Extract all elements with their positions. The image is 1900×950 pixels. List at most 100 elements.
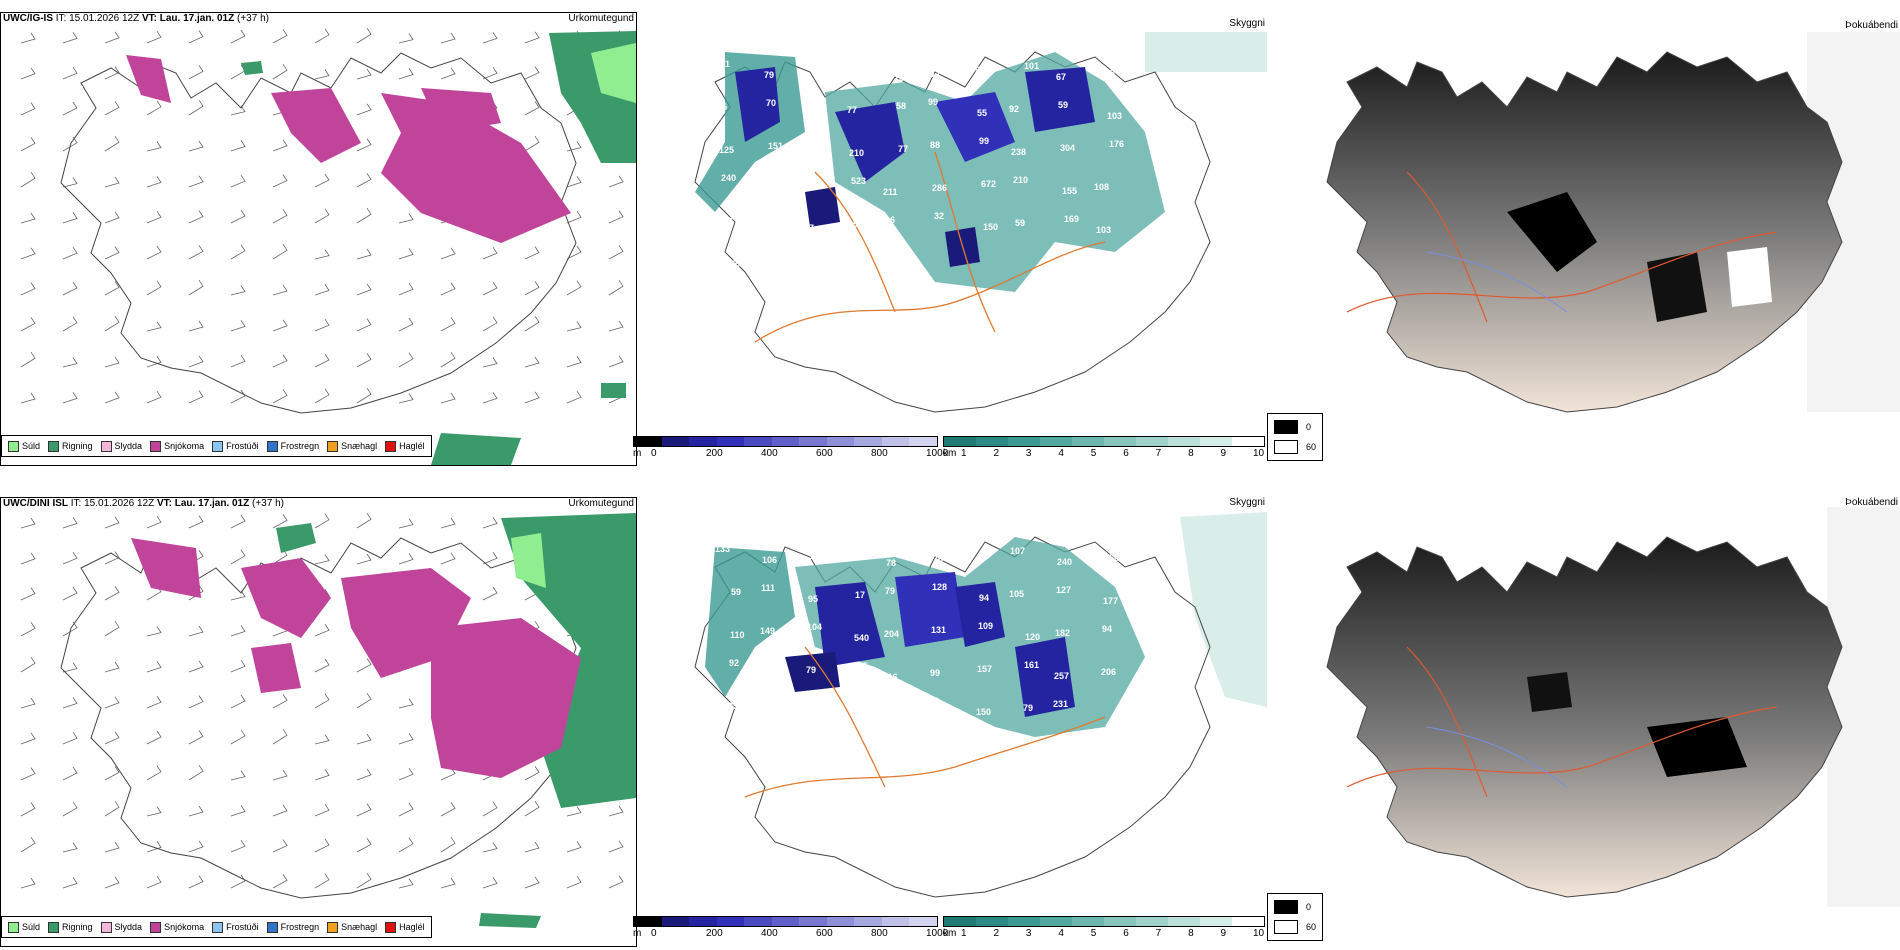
wind-barb bbox=[230, 590, 246, 601]
cloud-base-label: 88 bbox=[930, 140, 940, 150]
wind-barb bbox=[524, 31, 540, 44]
wind-barb bbox=[566, 356, 582, 368]
wind-barb bbox=[524, 135, 540, 152]
cloud-base-label: 103 bbox=[1096, 225, 1111, 235]
colorbar-segment bbox=[1040, 437, 1072, 446]
wind-barb bbox=[104, 586, 120, 601]
wind-barb bbox=[566, 176, 582, 188]
wind-barb bbox=[188, 355, 204, 368]
wind-barb bbox=[398, 317, 414, 332]
colorbar-segment bbox=[716, 917, 745, 926]
cloud-base-label: 672 bbox=[981, 179, 996, 189]
wind-barb bbox=[398, 518, 414, 529]
wind-barb bbox=[146, 210, 162, 224]
wind-barb bbox=[188, 805, 204, 817]
wind-barb bbox=[608, 320, 624, 332]
cloud-base-label: 206 bbox=[1101, 667, 1116, 677]
wind-barb bbox=[314, 173, 330, 188]
cloud-base-label: 78 bbox=[886, 558, 896, 568]
wind-barb bbox=[188, 140, 204, 152]
wind-barb bbox=[272, 839, 288, 853]
wind-barb bbox=[440, 247, 456, 260]
panel-title: UWC/DINI ISL IT: 15.01.2026 12Z VT: Lau.… bbox=[3, 498, 284, 509]
colorbar-segment bbox=[1168, 437, 1200, 446]
wind-barb bbox=[440, 836, 456, 853]
wind-barb bbox=[20, 32, 36, 44]
colorbar-tick: 1 bbox=[961, 928, 967, 939]
cloud-base-label: 204 bbox=[884, 629, 899, 639]
wind-barb bbox=[608, 279, 624, 296]
wind-barb bbox=[146, 695, 162, 709]
legend-item: Frostúði bbox=[212, 440, 259, 452]
wind-barb bbox=[146, 30, 162, 44]
visibility-ticks: km 1 2 3 4 5 6 7 8 9 10 bbox=[943, 448, 1265, 462]
wind-barb bbox=[356, 173, 372, 188]
wind-barb bbox=[230, 839, 246, 853]
legend-item: Frostregn bbox=[266, 440, 319, 452]
cloud-base-label: 92 bbox=[1009, 104, 1019, 114]
cloud-base-label: 64 bbox=[772, 212, 782, 222]
wind-barb bbox=[440, 67, 456, 80]
colorbar-segment bbox=[634, 917, 662, 926]
wind-barb bbox=[230, 285, 246, 296]
wind-barb bbox=[608, 805, 624, 817]
colorbar-tick: 400 bbox=[761, 928, 778, 939]
wind-barb bbox=[524, 876, 540, 889]
wind-barb bbox=[230, 174, 246, 188]
colorbar-segment bbox=[1200, 917, 1232, 926]
visibility-strip bbox=[943, 916, 1265, 927]
wind-barb bbox=[104, 661, 120, 673]
colorbar-segment bbox=[689, 437, 717, 446]
legend-item: Snjókoma bbox=[150, 440, 204, 452]
cloud-base-label: 99 bbox=[930, 668, 940, 678]
wind-barb bbox=[272, 284, 288, 296]
cloud-base-label: 106 bbox=[762, 555, 777, 565]
wind-barb bbox=[62, 662, 78, 673]
cloud-base-label: 55 bbox=[717, 102, 727, 112]
colorbar-tick: 0 bbox=[651, 448, 657, 459]
colorbar-tick: 1000 bbox=[926, 928, 949, 939]
colorbar-segment bbox=[881, 437, 910, 446]
colorbar-tick: 800 bbox=[871, 928, 888, 939]
cloud-base-label: 94 bbox=[723, 216, 733, 226]
fog-panel-bottom: Þokuábendi bbox=[1267, 497, 1900, 937]
colorbar-tick: 9 bbox=[1220, 928, 1227, 939]
wind-barb bbox=[608, 840, 624, 853]
wind-barb bbox=[314, 388, 330, 404]
cloud-base-label: 151 bbox=[768, 141, 783, 151]
colorbar-tick: 600 bbox=[816, 448, 833, 459]
cloud-base-label: 140 bbox=[800, 137, 815, 147]
cloudbase-unit: m bbox=[633, 448, 642, 459]
legend-item: Haglél bbox=[385, 921, 425, 933]
legend-item: Rigning bbox=[48, 921, 93, 933]
wind-barb bbox=[398, 33, 414, 44]
wind-barb bbox=[314, 769, 330, 781]
wind-barb bbox=[524, 766, 540, 781]
cloud-base-label: 540 bbox=[854, 633, 869, 643]
wind-barb bbox=[272, 354, 288, 368]
wind-barb bbox=[356, 692, 372, 709]
colorbar-segment bbox=[909, 917, 937, 926]
colorbar-tick: 600 bbox=[816, 928, 833, 939]
visibility-colorbar-top: km 1 2 3 4 5 6 7 8 9 10 bbox=[943, 436, 1265, 464]
wind-barb bbox=[440, 802, 456, 817]
wind-barb bbox=[230, 389, 246, 404]
cloud-base-label: 77 bbox=[847, 105, 857, 115]
wind-barb bbox=[230, 805, 246, 817]
wind-barb bbox=[188, 279, 204, 296]
wind-barb bbox=[272, 804, 288, 817]
cloud-base-label: 220 bbox=[805, 708, 820, 718]
wind-barb bbox=[398, 553, 414, 565]
wind-barb bbox=[20, 102, 36, 116]
cloud-base-label: 95 bbox=[808, 594, 818, 604]
colorbar-segment bbox=[1136, 917, 1168, 926]
wind-barb bbox=[314, 658, 330, 673]
wind-barb bbox=[188, 99, 204, 116]
cloud-base-label: 116 bbox=[883, 672, 898, 682]
cloud-base-label: 286 bbox=[932, 183, 947, 193]
colorbar-segment bbox=[1104, 917, 1136, 926]
wind-barb bbox=[62, 877, 78, 889]
colorbar-segment bbox=[689, 917, 717, 926]
wind-barb bbox=[188, 65, 204, 80]
colorbar-tick: 1 bbox=[961, 448, 967, 459]
